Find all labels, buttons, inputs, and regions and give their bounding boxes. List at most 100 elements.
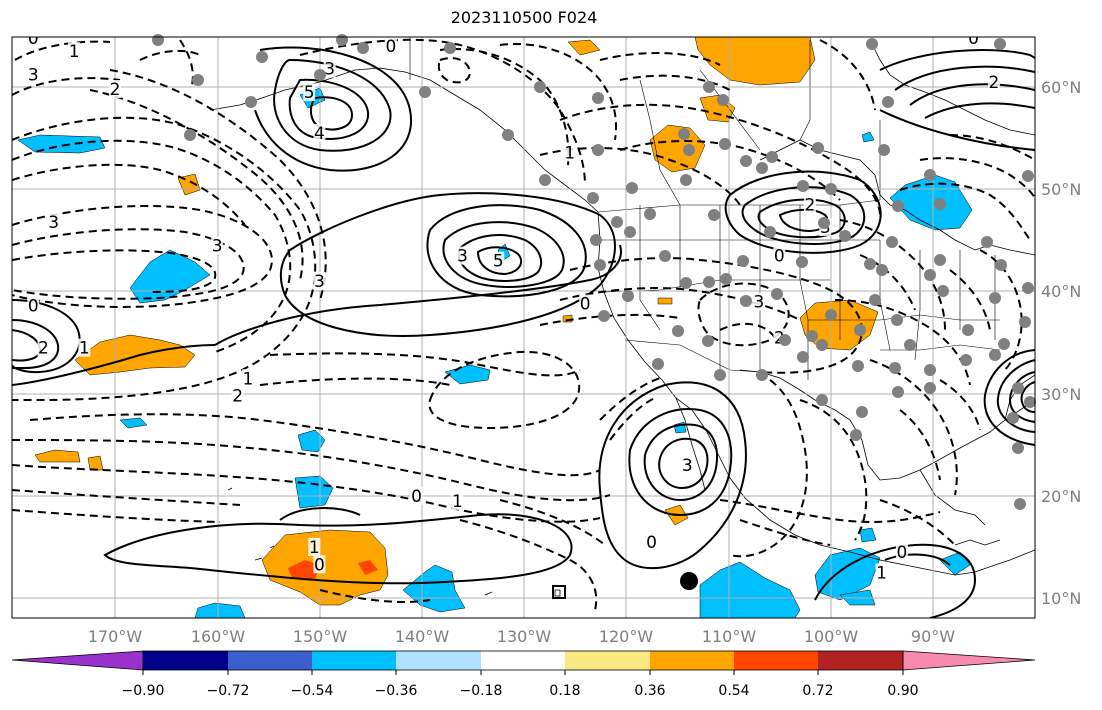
contour-label: 0 [580,295,591,315]
positive-anomaly-region [358,560,378,575]
contour-label: 5 [493,252,504,272]
negative-anomaly-region [129,249,211,304]
contour-label-bg [563,143,576,162]
contour-label: 3 [212,236,223,256]
contour-label-bg [313,272,326,291]
colorbar-tick-label: −0.90 [122,683,165,699]
colorbar-outline [142,650,904,671]
colorbar-segment [312,651,396,670]
negative-anomaly-region [699,561,801,618]
positive-anomaly-region [34,449,81,463]
longitude-label: 150°W [293,627,348,646]
contour-label-bg [27,37,40,47]
positive-anomaly-region [87,455,104,471]
contour-label-bg [492,251,505,270]
contour-label-bg [803,195,816,214]
contour-label-bg [313,123,326,142]
longitude-label: 120°W [599,627,654,646]
longitude-label: 140°W [395,627,450,646]
contour-label: 3 [28,66,39,86]
contour-label-bg [37,338,50,357]
negative-anomaly-region [861,131,875,143]
contour-label-bg [78,338,91,357]
contour-label-bg [303,83,316,102]
colorbar-segment [143,651,228,670]
contour-label-bg [895,543,908,562]
negative-anomaly-region [444,364,491,385]
negative-contours [12,38,1035,611]
longitude-label: 170°W [88,627,143,646]
contour-label-bg [579,294,592,313]
contour-label-bg [313,555,326,574]
negative-anomaly-region [194,602,246,618]
colorbar-segment [734,651,818,670]
positive-contours [12,46,1035,618]
contour-label-bg [27,296,40,315]
contour-label-bg [967,37,980,47]
latitude-label: 20°N [1041,487,1081,506]
latitude-label: 10°N [1041,589,1081,608]
negative-anomaly-region [17,134,106,154]
contour-label-bg [410,486,423,505]
latitude-label: 60°N [1041,78,1081,97]
contour-label: 0 [386,37,397,57]
contour-label-bg [681,456,694,475]
contour-label-bg [47,212,60,231]
contour-label: 3 [682,456,693,476]
contour-label-bg [241,369,254,388]
colorbar-extend-max [902,650,1036,671]
colorbar-tick-label: −0.18 [460,683,503,699]
contour-label-bg [211,236,224,255]
contour-label-bg [456,246,469,265]
colorbar-tick-label: 0.54 [718,683,749,699]
contour-label: 0 [411,487,422,507]
positive-anomaly-region [799,299,879,351]
contour-label: 2 [38,339,49,359]
colorbar-tick-label: 0.18 [549,683,580,699]
observation-stations [152,34,1036,510]
negative-anomaly-region [402,564,466,613]
positive-anomaly-region [567,39,601,56]
colorbar-segment [481,651,565,670]
colorbar-segment [818,651,903,670]
positive-anomaly-region [694,37,816,86]
map-frame [11,36,1036,619]
contour-label-bg [645,532,658,551]
contour-label: 5 [304,83,315,103]
longitude-label: 160°W [191,627,246,646]
contour-label: 0 [968,29,979,49]
contour-label-bg [451,491,464,510]
colorbar-tick-label: 0.90 [887,683,918,699]
contour-label-bg [27,65,40,84]
contour-label: 3 [314,272,325,292]
contour-label: 0 [897,543,908,563]
contour-label: 0 [646,533,657,553]
map-title: 2023110500 F024 [450,8,598,27]
contour-label: 3 [324,60,335,80]
latitude-labels: 60°N 50°N 40°N 30°N 20°N 10°N [1041,78,1081,608]
contour-label-bg [384,37,397,56]
colorbar-segment [650,651,734,670]
contour-label: 1 [79,339,90,359]
contour-label-bg [308,537,321,556]
positive-anomaly-region [288,560,320,580]
contour-label: 3 [48,213,59,233]
contour-labels: 01235430135301233021230323001101020 [27,29,1000,583]
contour-label: 0 [774,247,785,267]
positive-anomaly-region [649,124,706,173]
contour-label: 1 [452,492,463,512]
contour-label: 2 [232,387,243,407]
contour-label: 2 [989,73,1000,93]
longitude-label: 90°W [911,627,955,646]
colorbar-tick-label: −0.54 [291,683,334,699]
latitude-label: 30°N [1041,385,1081,404]
colorbar-tick-label: −0.36 [375,683,418,699]
negative-anomaly-region [294,475,334,509]
colorbar-tick-label: −0.72 [207,683,250,699]
contour-label-bg [231,386,244,405]
negative-anomaly-region [939,551,971,576]
contour-label-bg [987,72,1000,91]
longitude-label: 110°W [702,627,757,646]
negative-anomaly-region [119,417,148,429]
colorbar-segment [565,651,650,670]
